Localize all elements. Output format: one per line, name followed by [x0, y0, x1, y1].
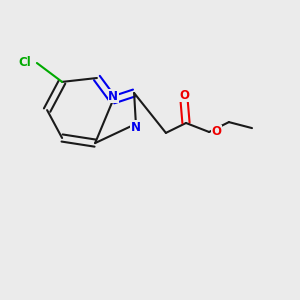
Text: O: O — [212, 125, 221, 139]
Text: O: O — [179, 88, 189, 102]
Text: Cl: Cl — [18, 56, 31, 70]
Text: N: N — [108, 90, 118, 103]
Text: N: N — [131, 121, 141, 134]
